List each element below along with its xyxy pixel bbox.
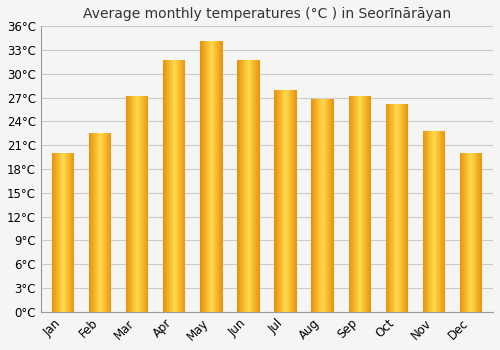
Title: Average monthly temperatures (°C ) in Seorīnārāyan: Average monthly temperatures (°C ) in Se… <box>83 7 451 21</box>
